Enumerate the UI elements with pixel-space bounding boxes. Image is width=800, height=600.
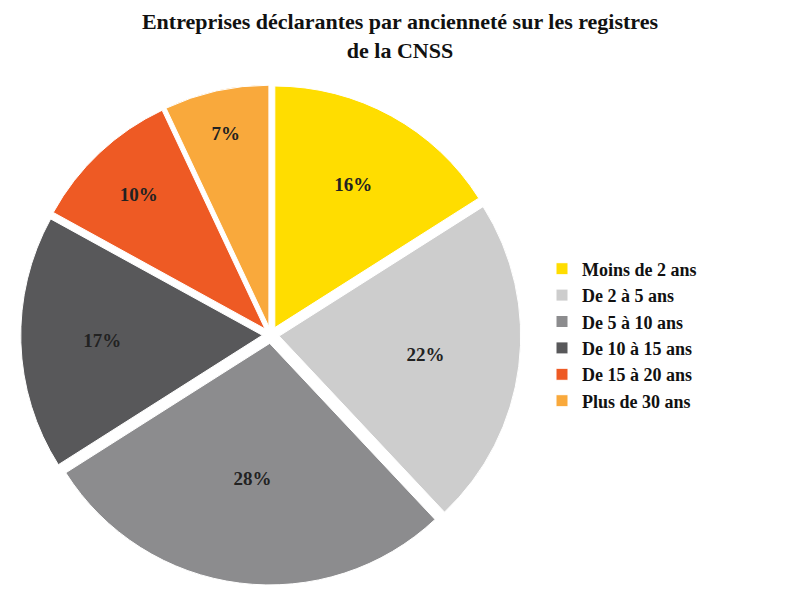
svg-text:De 5 à 10 ans: De 5 à 10 ans	[582, 313, 683, 333]
svg-text:7%: 7%	[211, 123, 240, 144]
svg-text:De 15 à 20 ans: De 15 à 20 ans	[582, 365, 692, 385]
svg-text:Moins de 2 ans: Moins de 2 ans	[582, 260, 697, 280]
svg-text:De 10 à 15 ans: De 10 à 15 ans	[582, 339, 692, 359]
svg-text:17%: 17%	[83, 330, 121, 351]
svg-text:22%: 22%	[406, 344, 444, 365]
svg-text:16%: 16%	[334, 174, 372, 195]
svg-text:De 2 à 5 ans: De 2 à 5 ans	[582, 286, 674, 306]
svg-text:28%: 28%	[234, 468, 272, 489]
svg-text:Entreprises déclarantes par an: Entreprises déclarantes par ancienneté s…	[142, 9, 659, 63]
svg-text:Plus de 30 ans: Plus de 30 ans	[582, 392, 691, 412]
svg-text:10%: 10%	[120, 184, 158, 205]
